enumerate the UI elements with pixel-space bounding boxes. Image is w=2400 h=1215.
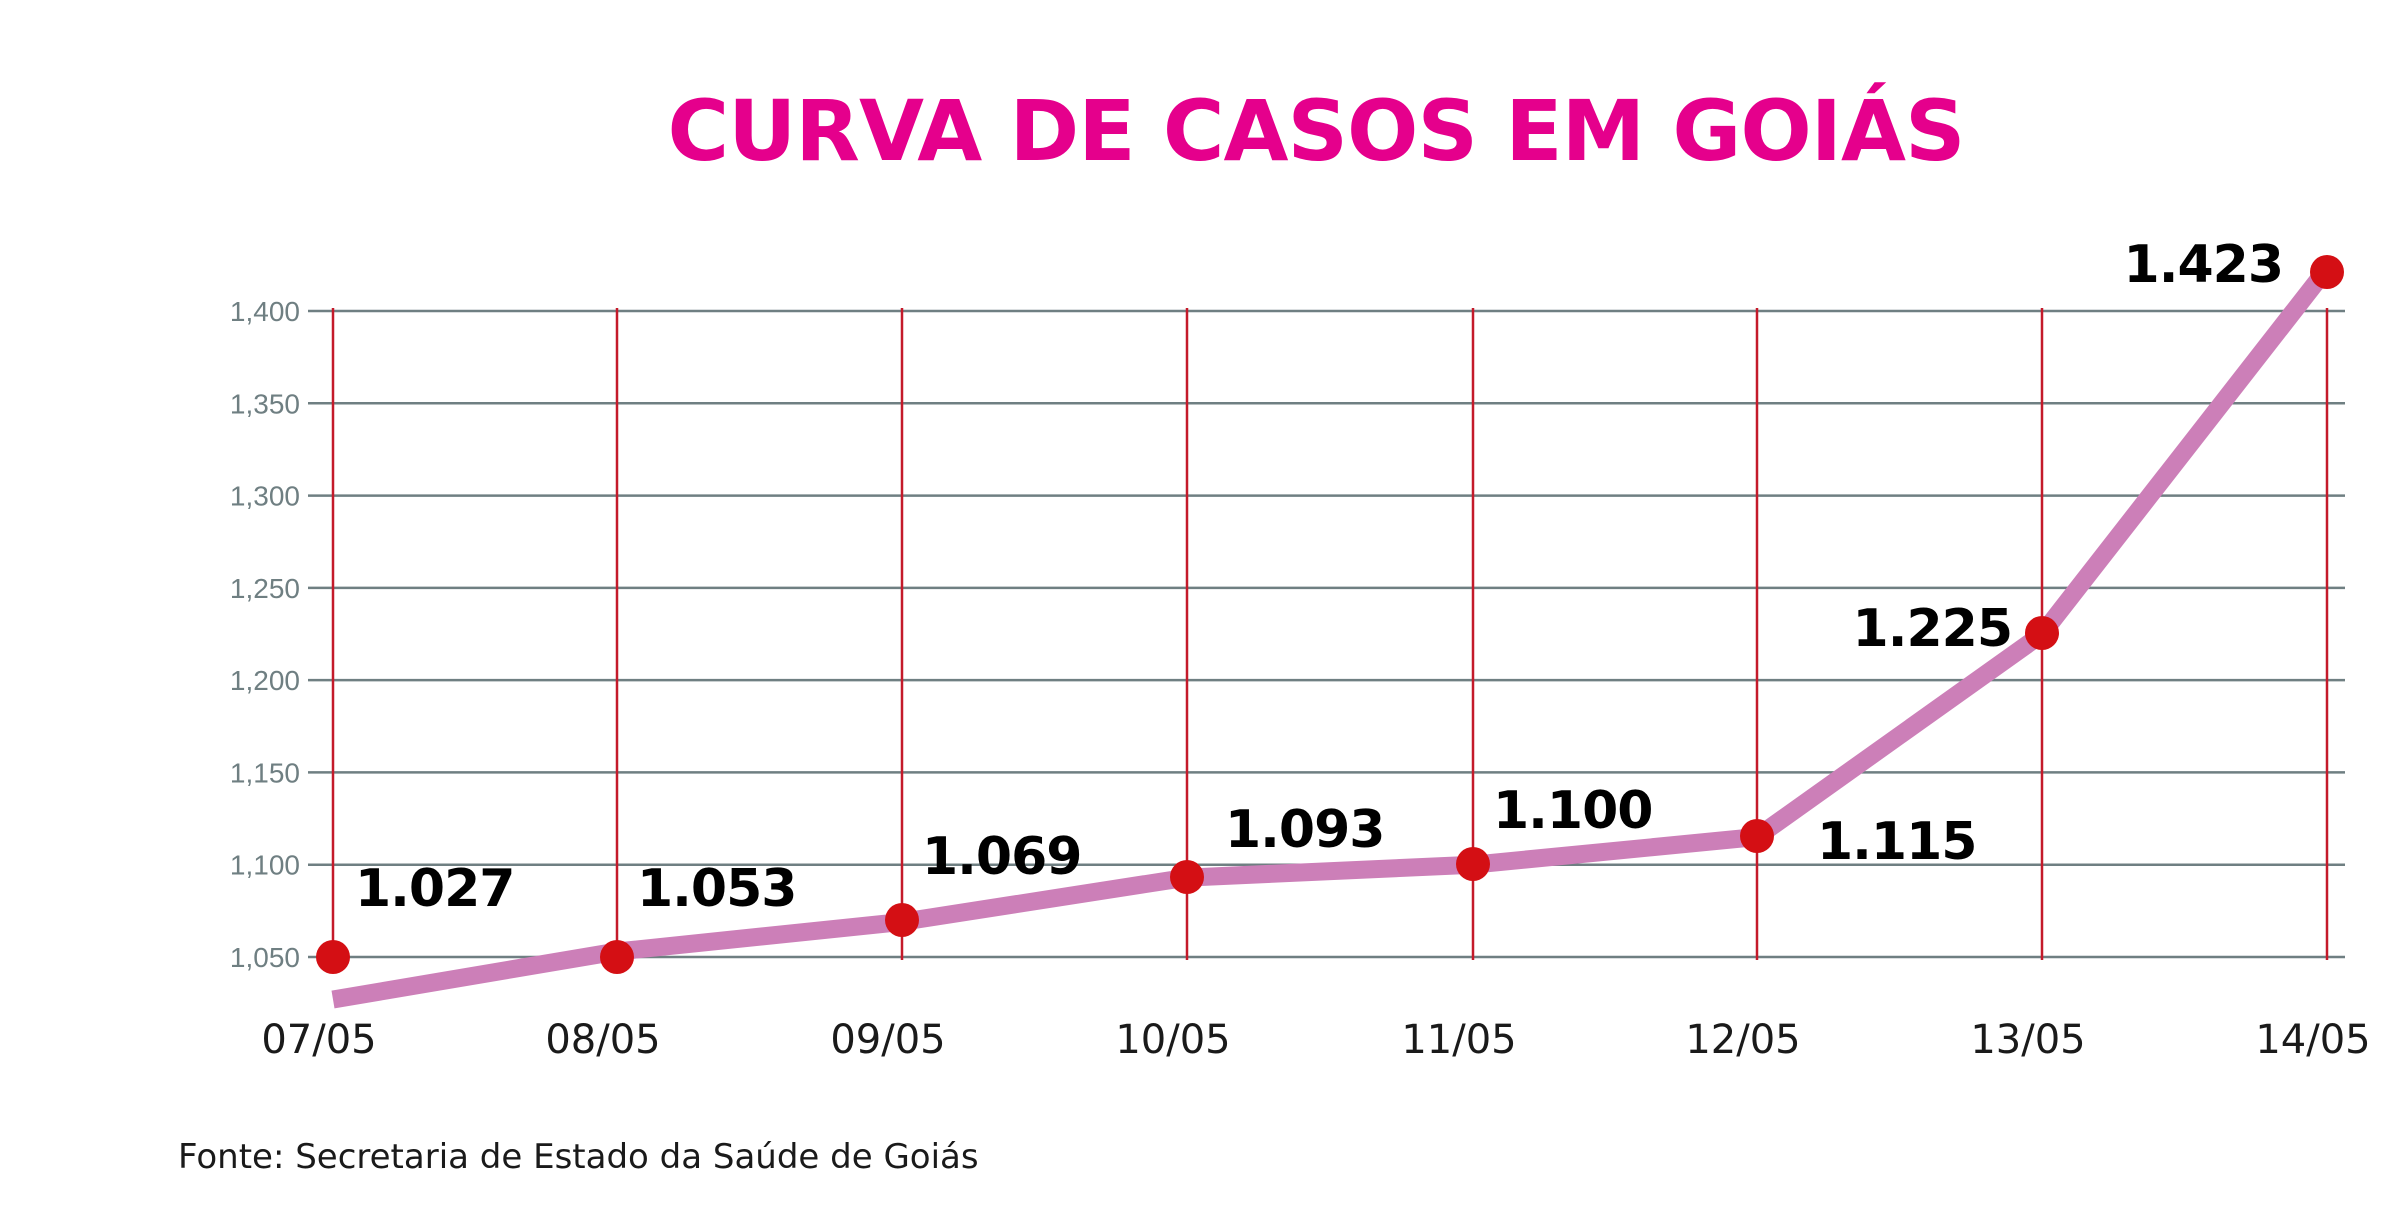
data-label: 1.423	[2124, 235, 2283, 295]
data-label: 1.027	[355, 859, 514, 919]
data-point	[2025, 616, 2059, 650]
y-tick-label: 1,400	[230, 296, 300, 327]
y-axis-tick-labels: 1,050 1,100 1,150 1,200 1,250 1,300 1,350 1,400	[230, 296, 300, 973]
data-label: 1.115	[1817, 812, 1976, 872]
data-point	[316, 940, 350, 974]
x-tick-label: 10/05	[1115, 1017, 1230, 1063]
y-tick-label: 1,250	[230, 573, 300, 604]
series-cases	[331, 262, 2335, 1009]
y-tick-label: 1,350	[230, 388, 300, 419]
source-note: Fonte: Secretaria de Estado da Saúde de …	[178, 1137, 979, 1177]
x-tick-label: 13/05	[1970, 1017, 2085, 1063]
data-point	[600, 940, 634, 974]
data-label: 1.100	[1493, 781, 1652, 841]
data-point	[1170, 860, 1204, 894]
data-label: 1.069	[922, 827, 1081, 887]
x-tick-label: 08/05	[545, 1017, 660, 1063]
x-tick-label: 14/05	[2255, 1017, 2370, 1063]
data-label: 1.225	[1853, 599, 2012, 659]
x-axis-tick-labels: 07/05 08/05 09/05 10/05 11/05 12/05 13/05 14/05	[261, 1017, 2370, 1063]
y-tick-label: 1,100	[230, 850, 300, 881]
x-tick-label: 11/05	[1401, 1017, 1516, 1063]
data-point	[2310, 255, 2344, 289]
data-point	[1740, 819, 1774, 853]
data-label: 1.093	[1225, 800, 1384, 860]
data-point	[1456, 847, 1490, 881]
data-point	[885, 903, 919, 937]
y-tick-label: 1,050	[230, 942, 300, 973]
horizontal-gridlines	[308, 309, 2345, 959]
data-markers	[316, 255, 2344, 974]
series-line	[331, 262, 2335, 1009]
chart-title: CURVA DE CASOS EM GOIÁS	[667, 82, 1964, 180]
y-tick-label: 1,150	[230, 757, 300, 788]
y-tick-label: 1,300	[230, 481, 300, 512]
x-tick-label: 12/05	[1685, 1017, 1800, 1063]
x-tick-label: 07/05	[261, 1017, 376, 1063]
data-labels: 1.027 1.053 1.069 1.093 1.100 1.115 1.225 1.423	[355, 235, 2284, 919]
data-label: 1.053	[637, 859, 796, 919]
y-tick-label: 1,200	[230, 665, 300, 696]
x-tick-label: 09/05	[830, 1017, 945, 1063]
